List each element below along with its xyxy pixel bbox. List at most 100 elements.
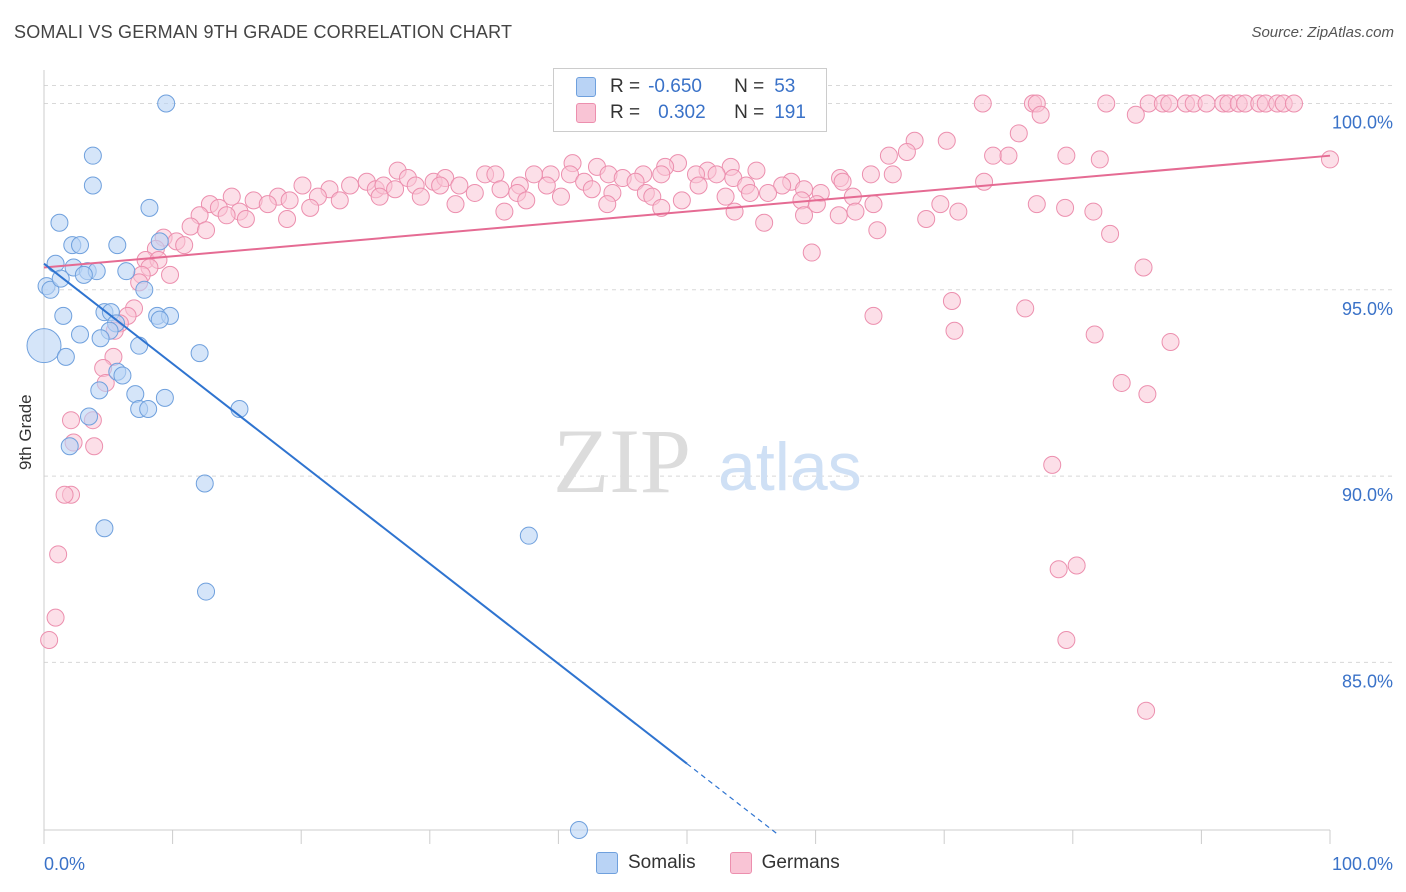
german-point (598, 195, 617, 214)
german-point (861, 165, 880, 184)
legend-row-german: R = 0.302 N = 191 (576, 101, 806, 125)
german-r-label: R = (610, 102, 641, 123)
somali-point (26, 328, 62, 364)
somali-point (519, 526, 538, 545)
german-point (1031, 105, 1050, 124)
german-point (864, 195, 883, 214)
somali-point (135, 280, 154, 299)
x-tick-label-start: 0.0% (44, 854, 85, 874)
somali-r-label: R = (610, 76, 641, 97)
somali-point (108, 236, 127, 255)
y-tick-label: 100.0% (1332, 113, 1393, 133)
german-point (517, 191, 536, 210)
german-point (330, 191, 349, 210)
german-point (1321, 150, 1339, 169)
somali-point (569, 821, 588, 839)
somali-point (126, 385, 145, 404)
german-point (431, 176, 450, 195)
german-point (280, 191, 299, 210)
germans-legend-label: Germans (761, 852, 840, 873)
german-trendline (43, 154, 1331, 269)
german-point (49, 545, 68, 564)
somali-point (71, 236, 90, 255)
german-point (85, 437, 104, 456)
german-point (707, 165, 726, 184)
somali-point (150, 310, 169, 329)
german-point (62, 411, 81, 430)
bottom-legend: Somalis Germans (596, 852, 840, 874)
german-point (1084, 202, 1103, 221)
somali-point (155, 388, 174, 407)
german-point (747, 161, 766, 180)
german-point (55, 485, 74, 504)
german-point (652, 198, 671, 217)
german-point (1101, 224, 1120, 243)
german-point (293, 176, 312, 195)
german-point (741, 183, 760, 202)
somali-point (140, 198, 159, 217)
somali-point (150, 232, 169, 251)
german-point (984, 146, 1003, 165)
german-point (672, 191, 691, 210)
german-point (1112, 373, 1131, 392)
german-point (942, 291, 961, 310)
somalis-legend-label: Somalis (628, 852, 696, 873)
german-point (833, 172, 852, 191)
german-point (1016, 299, 1035, 318)
somali-point (195, 474, 214, 493)
german-point (1009, 124, 1028, 143)
german-n-value: 191 (774, 102, 806, 123)
somalis-legend-swatch (596, 852, 618, 874)
german-point (973, 94, 992, 113)
watermark-atlas: atlas (718, 429, 862, 505)
somali-n-label: N = (734, 76, 765, 97)
somali-point (190, 344, 209, 363)
german-point (1056, 198, 1075, 217)
german-point (755, 213, 774, 232)
german-point (217, 206, 236, 225)
axes (43, 70, 1331, 844)
german-point (1160, 94, 1179, 113)
somali-point (83, 176, 102, 195)
somali-points (26, 94, 588, 839)
german-point (40, 631, 59, 649)
german-point (1043, 455, 1062, 474)
german-point (879, 146, 898, 165)
german-swatch (576, 103, 596, 123)
german-point (341, 176, 360, 195)
trend-lines (43, 154, 1331, 835)
y-tick-label: 90.0% (1342, 485, 1393, 505)
german-point (1197, 94, 1216, 113)
german-point (1138, 385, 1157, 404)
german-point (491, 180, 510, 199)
german-point (864, 306, 883, 325)
somali-trendline (43, 262, 688, 765)
german-point (846, 202, 865, 221)
tick-labels: 85.0% 90.0% 95.0% 100.0% 0.0% 100.0% (44, 113, 1393, 874)
german-point (450, 176, 469, 195)
german-point (975, 172, 994, 191)
german-point (560, 165, 579, 184)
german-point (236, 210, 255, 229)
german-point (868, 221, 887, 240)
german-point (46, 608, 65, 627)
german-point (258, 195, 277, 214)
y-axis-label: 9th Grade (16, 394, 35, 470)
german-point (465, 183, 484, 202)
y-tick-label: 95.0% (1342, 299, 1393, 319)
somali-point (91, 329, 110, 348)
german-point (1161, 332, 1180, 351)
german-point (582, 180, 601, 199)
somali-n-value: 53 (774, 76, 796, 97)
german-point (551, 187, 570, 206)
watermark-zip: ZIP (553, 410, 691, 512)
somali-trendline-extension (686, 763, 778, 835)
somali-swatch (576, 77, 596, 97)
german-point (301, 198, 320, 217)
german-point (1284, 94, 1303, 113)
somali-point (56, 347, 75, 366)
german-point (446, 195, 465, 214)
german-point (897, 142, 916, 161)
german-point (759, 183, 778, 202)
